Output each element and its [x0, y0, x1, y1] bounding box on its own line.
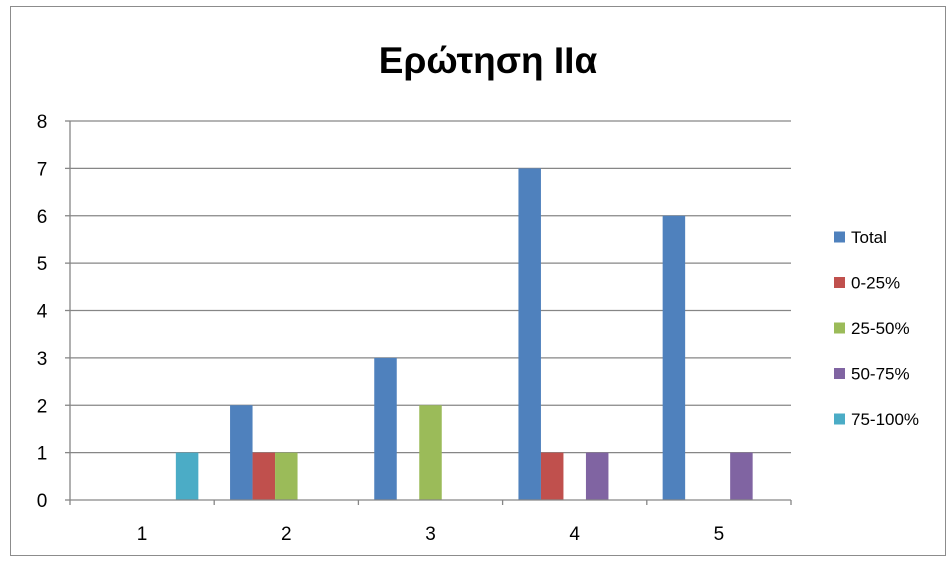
- legend-swatch-25-50%: [834, 322, 845, 334]
- legend-swatch-50-75%: [834, 368, 845, 379]
- legend-swatch-Total: [834, 231, 845, 243]
- x-tick-label: 4: [569, 524, 580, 545]
- y-axis-tick-labels: 0 1 2 3 4 5 6 7 8: [37, 112, 48, 512]
- bar-Total-2: [230, 405, 253, 500]
- y-tick-label: 6: [37, 207, 48, 228]
- y-tick-label: 8: [37, 112, 48, 133]
- bar-75-100%-1: [175, 452, 199, 500]
- legend: Total 0-25% 25-50% 50-75% 75-100%: [834, 228, 919, 429]
- x-axis-tick-labels: 1 2 3 4 5: [137, 524, 724, 545]
- axes: [65, 120, 792, 505]
- bar-50-75%-4: [585, 452, 609, 500]
- y-tick-label: 2: [37, 396, 48, 417]
- bar-0-25%-2: [252, 452, 276, 500]
- bar-25-50%-2: [275, 452, 298, 500]
- chart-title: Ερώτηση ΙΙα: [379, 40, 598, 81]
- chart-frame: [10, 6, 946, 556]
- y-tick-label: 1: [37, 444, 48, 465]
- bar-Total-3: [374, 357, 397, 500]
- legend-label: 25-50%: [851, 319, 910, 338]
- bar-0-25%-4: [540, 452, 564, 500]
- bars: [175, 168, 753, 500]
- bar-25-50%-3: [419, 405, 442, 500]
- x-tick-label: 5: [714, 524, 725, 545]
- y-tick-label: 4: [37, 302, 48, 323]
- legend-label: 75-100%: [851, 410, 919, 429]
- y-tick-label: 5: [37, 254, 48, 275]
- x-tick-label: 2: [281, 524, 292, 545]
- legend-label: Total: [851, 228, 887, 247]
- legend-swatch-75-100%: [834, 413, 845, 425]
- x-tick-label: 3: [425, 524, 436, 545]
- legend-swatch-0-25%: [834, 277, 845, 288]
- legend-label: 50-75%: [851, 365, 910, 384]
- y-tick-label: 3: [37, 349, 48, 370]
- bar-Total-5: [662, 215, 686, 500]
- x-tick-label: 1: [137, 524, 148, 545]
- bar-50-75%-5: [730, 452, 753, 500]
- legend-label: 0-25%: [851, 274, 900, 293]
- y-tick-label: 0: [37, 491, 48, 512]
- y-tick-label: 7: [37, 159, 48, 180]
- bar-Total-4: [518, 168, 541, 500]
